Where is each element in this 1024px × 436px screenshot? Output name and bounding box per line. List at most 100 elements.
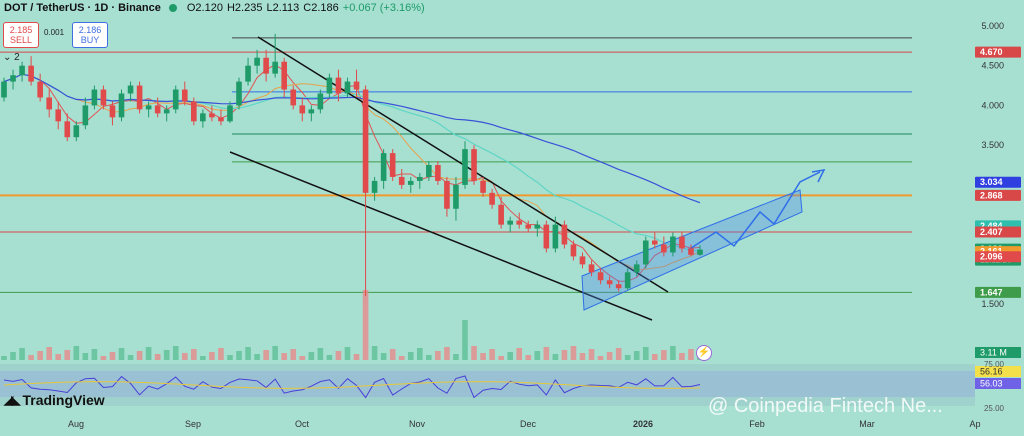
candle-body[interactable] (407, 180, 414, 185)
candle-body[interactable] (191, 101, 197, 122)
candle-body[interactable] (218, 117, 224, 122)
candle-body[interactable] (290, 89, 297, 106)
candle-body[interactable] (64, 121, 71, 138)
candle-body[interactable] (37, 81, 43, 98)
candle-body[interactable] (453, 184, 459, 209)
candle-body[interactable] (398, 176, 405, 185)
price-label-box (975, 176, 1021, 188)
candle-body[interactable] (688, 248, 694, 255)
candle-body[interactable] (471, 149, 477, 181)
candle-body[interactable] (579, 256, 586, 265)
candle-body[interactable] (55, 109, 62, 122)
candle-body[interactable] (209, 113, 215, 118)
candle-body[interactable] (652, 240, 658, 245)
candle-body[interactable] (525, 224, 532, 229)
symbol-title[interactable]: DOT / TetherUS · 1D · Binance (4, 2, 161, 14)
lightning-icon[interactable]: ⚡ (696, 345, 712, 361)
volume-bar (109, 352, 116, 360)
volume-bar (661, 350, 667, 360)
candle-body[interactable] (10, 75, 16, 82)
candle-body[interactable] (181, 89, 188, 102)
candle-body[interactable] (100, 89, 107, 106)
candle-body[interactable] (615, 284, 622, 289)
candle-body[interactable] (163, 109, 170, 114)
candle-body[interactable] (335, 77, 342, 94)
candle-body[interactable] (28, 65, 34, 82)
candle-body[interactable] (498, 204, 504, 225)
candle-body[interactable] (308, 109, 315, 114)
candle-body[interactable] (679, 236, 685, 249)
candle-body[interactable] (606, 280, 613, 285)
candle-body[interactable] (362, 89, 369, 193)
buy-button[interactable]: 2.186 BUY (72, 22, 108, 48)
volume-bar (426, 355, 432, 360)
candle-body[interactable] (263, 57, 269, 74)
candle-body[interactable] (344, 81, 351, 94)
candle-body[interactable] (127, 85, 134, 94)
candle-body[interactable] (435, 165, 441, 181)
sell-button[interactable]: 2.185 SELL (3, 22, 39, 48)
candle-body[interactable] (444, 180, 450, 209)
candle-body[interactable] (661, 244, 667, 253)
time-tick-label: Dec (520, 419, 537, 429)
tradingview-icon: ◢◣ (4, 393, 21, 407)
volume-bar (588, 349, 595, 360)
candle-body[interactable] (380, 153, 387, 181)
candle-body[interactable] (570, 244, 577, 257)
candle-body[interactable] (642, 240, 649, 265)
candle-body[interactable] (245, 65, 251, 82)
candle-body[interactable] (371, 180, 378, 193)
candle-body[interactable] (73, 125, 80, 138)
volume-bar (299, 356, 306, 360)
candle-body[interactable] (272, 61, 278, 74)
candle-body[interactable] (543, 224, 550, 249)
candle-body[interactable] (46, 97, 52, 110)
candle-body[interactable] (588, 264, 595, 273)
candle-body[interactable] (118, 93, 125, 118)
tradingview-logo[interactable]: ◢◣ TradingView (4, 392, 105, 408)
candle-body[interactable] (534, 224, 541, 229)
candle-body[interactable] (416, 176, 423, 181)
candle-body[interactable] (154, 105, 161, 114)
candle-body[interactable] (489, 192, 495, 205)
price-label-box (975, 286, 1021, 298)
candle-body[interactable] (1, 81, 7, 98)
candle-body[interactable] (236, 81, 242, 106)
volume-bar (37, 351, 43, 360)
candle-body[interactable] (317, 93, 324, 110)
candle-body[interactable] (82, 105, 89, 126)
candle-body[interactable] (136, 85, 143, 110)
candle-body[interactable] (254, 57, 260, 66)
candle-body[interactable] (426, 165, 432, 177)
candle-body[interactable] (172, 89, 179, 110)
candle-body[interactable] (507, 220, 513, 225)
candle-body[interactable] (697, 249, 703, 255)
candle-body[interactable] (19, 65, 25, 76)
candle-body[interactable] (91, 89, 98, 106)
candle-body[interactable] (109, 105, 116, 118)
candle-body[interactable] (200, 113, 206, 122)
candle-body[interactable] (299, 105, 306, 114)
candle-body[interactable] (145, 105, 152, 110)
candle-body[interactable] (462, 149, 468, 185)
candle-body[interactable] (597, 272, 604, 281)
time-tick-label: Oct (295, 419, 310, 429)
candle-body[interactable] (670, 236, 676, 253)
candle-body[interactable] (227, 105, 233, 122)
chevron-down-icon: ⌄ (3, 52, 12, 63)
candle-body[interactable] (552, 224, 559, 249)
candle-body[interactable] (516, 220, 523, 225)
candle-body[interactable] (326, 77, 333, 94)
volume-bar (389, 349, 396, 360)
indicator-toggle[interactable]: ⌄ 2 (3, 52, 20, 63)
candle-body[interactable] (561, 224, 568, 245)
candle-body[interactable] (353, 81, 360, 90)
volume-bar (380, 353, 387, 360)
candle-body[interactable] (633, 264, 640, 273)
candle-body[interactable] (389, 153, 396, 177)
candle-body[interactable] (281, 61, 288, 90)
candle-body[interactable] (480, 180, 486, 193)
candle-body[interactable] (624, 272, 631, 289)
